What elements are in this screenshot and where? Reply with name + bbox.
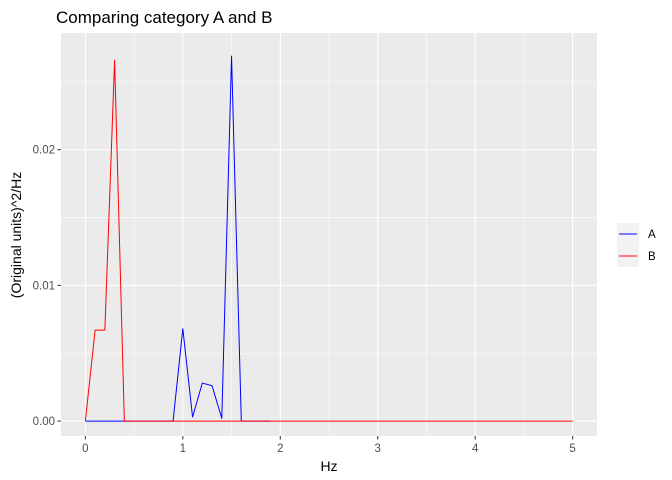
chart-title: Comparing category A and B <box>56 8 272 27</box>
x-tick-label-0: 0 <box>82 443 88 455</box>
y-tick-label-0: 0.00 <box>33 416 55 428</box>
x-tick-label-3: 3 <box>375 443 381 455</box>
y-axis: 0.00 0.01 0.02 <box>33 145 61 428</box>
legend-label-b: B <box>648 251 656 263</box>
x-tick-label-5: 5 <box>569 443 575 455</box>
x-axis: 0 1 2 3 4 5 <box>82 436 576 455</box>
series-line-b <box>84 59 573 422</box>
y-tick-label-2: 0.02 <box>33 145 55 157</box>
legend: A B <box>617 223 656 267</box>
x-tick-label-4: 4 <box>472 443 479 455</box>
legend-label-a: A <box>648 229 656 241</box>
series-layer <box>84 55 573 422</box>
y-tick-label-1: 0.01 <box>33 280 55 292</box>
y-axis-title: (Original units)^2/Hz <box>8 172 24 298</box>
x-axis-title: Hz <box>320 458 337 474</box>
x-tick-label-2: 2 <box>277 443 283 455</box>
grid-minor <box>61 33 597 436</box>
x-tick-label-1: 1 <box>180 443 186 455</box>
series-line-a <box>85 55 271 422</box>
